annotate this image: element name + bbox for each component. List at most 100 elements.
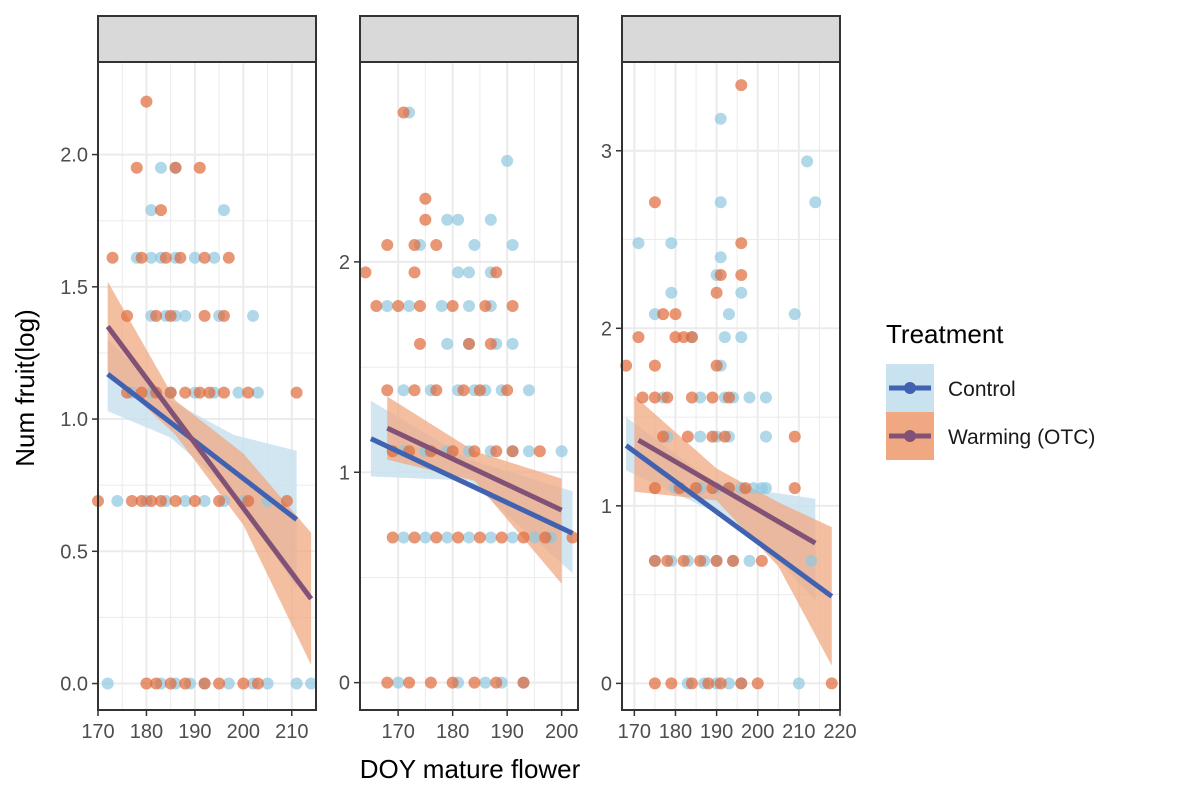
data-point xyxy=(685,331,698,344)
data-point xyxy=(208,251,221,264)
data-point xyxy=(735,237,748,250)
data-point xyxy=(188,495,201,508)
data-point xyxy=(179,677,192,690)
data-point xyxy=(121,309,134,322)
data-point xyxy=(463,300,475,313)
data-point xyxy=(490,266,503,279)
data-point xyxy=(145,204,158,217)
legend-key-point xyxy=(904,382,916,394)
fit-line-control xyxy=(106,372,299,522)
data-point xyxy=(242,386,255,399)
y-tick-label: 0 xyxy=(339,673,350,695)
data-point xyxy=(714,251,727,264)
data-point xyxy=(648,391,661,404)
x-tick-label: 220 xyxy=(823,721,856,743)
data-point xyxy=(555,445,568,458)
data-point xyxy=(677,331,690,344)
x-tick-label: 170 xyxy=(381,721,414,743)
legend-item-warming-otc-: Warming (OTC) xyxy=(886,412,1095,460)
points-warming-otc- xyxy=(620,79,838,690)
data-point xyxy=(169,161,182,174)
data-point xyxy=(222,677,235,690)
legend-key-point xyxy=(904,430,916,442)
y-tick-label: 2.0 xyxy=(60,145,88,167)
data-point xyxy=(247,309,260,322)
data-point xyxy=(145,251,158,264)
data-point xyxy=(435,300,448,313)
data-point xyxy=(179,309,192,322)
data-point xyxy=(751,677,764,690)
data-point xyxy=(714,112,727,125)
x-tick-label: 190 xyxy=(178,721,211,743)
legend-item-control: Control xyxy=(886,364,1016,412)
fit-line-warming-otc- xyxy=(386,425,563,513)
x-tick-label: 210 xyxy=(782,721,815,743)
data-point xyxy=(739,482,752,495)
data-point xyxy=(788,430,801,443)
data-point xyxy=(747,482,760,495)
legend-title: Treatment xyxy=(886,319,1004,349)
data-point xyxy=(735,269,748,282)
data-point xyxy=(452,213,465,226)
data-point xyxy=(632,331,645,344)
data-point xyxy=(665,286,678,299)
data-point xyxy=(174,251,187,264)
data-point xyxy=(648,482,661,495)
data-point xyxy=(217,204,230,217)
data-point xyxy=(661,391,674,404)
data-point xyxy=(517,676,530,689)
facet-strip xyxy=(97,15,317,63)
data-point xyxy=(424,676,437,689)
data-point xyxy=(801,155,814,168)
legend-label: Warming (OTC) xyxy=(948,426,1095,449)
data-point xyxy=(759,430,772,443)
data-point xyxy=(506,239,519,252)
data-point xyxy=(759,482,772,495)
data-point xyxy=(441,337,454,350)
data-point xyxy=(237,677,250,690)
data-point xyxy=(397,531,410,544)
data-point xyxy=(463,337,475,350)
confidence-band-warming-otc- xyxy=(107,281,312,666)
data-point xyxy=(457,384,470,397)
x-tick-label: 170 xyxy=(81,721,114,743)
data-point xyxy=(702,677,715,690)
data-point xyxy=(648,196,661,209)
x-tick-label: 180 xyxy=(436,721,469,743)
confidence-band-warming-otc- xyxy=(387,396,562,584)
data-point xyxy=(490,676,503,689)
data-point xyxy=(788,308,801,321)
data-point xyxy=(198,677,211,690)
data-point xyxy=(381,676,394,689)
data-point xyxy=(154,495,167,508)
data-point xyxy=(125,495,138,508)
y-tick-label: 1.5 xyxy=(60,277,88,299)
x-tick-label: 200 xyxy=(227,721,260,743)
y-tick-label: 1 xyxy=(601,496,612,518)
confidence-band-warming-otc- xyxy=(634,395,832,666)
data-point xyxy=(111,495,124,508)
data-point xyxy=(479,300,492,313)
x-tick-label: 200 xyxy=(545,721,578,743)
data-point xyxy=(681,430,694,443)
data-point xyxy=(706,430,719,443)
x-tick-label: 170 xyxy=(618,721,651,743)
data-point xyxy=(506,337,519,350)
data-point xyxy=(193,386,206,399)
points-warming-otc- xyxy=(359,106,579,689)
data-point xyxy=(222,251,235,264)
data-point xyxy=(501,154,514,167)
data-point xyxy=(706,391,719,404)
fit-line-control xyxy=(624,443,834,599)
data-point xyxy=(722,391,735,404)
data-point xyxy=(669,308,682,321)
data-point xyxy=(130,161,143,174)
data-point xyxy=(722,677,735,690)
data-point xyxy=(203,386,216,399)
data-point xyxy=(164,386,177,399)
facet-dryas: 170 180 190 200 0 1 2 xyxy=(339,15,579,743)
data-point xyxy=(825,677,838,690)
data-point xyxy=(413,300,426,313)
y-tick-label: 0.0 xyxy=(60,674,88,696)
fit-line-control xyxy=(369,436,574,536)
